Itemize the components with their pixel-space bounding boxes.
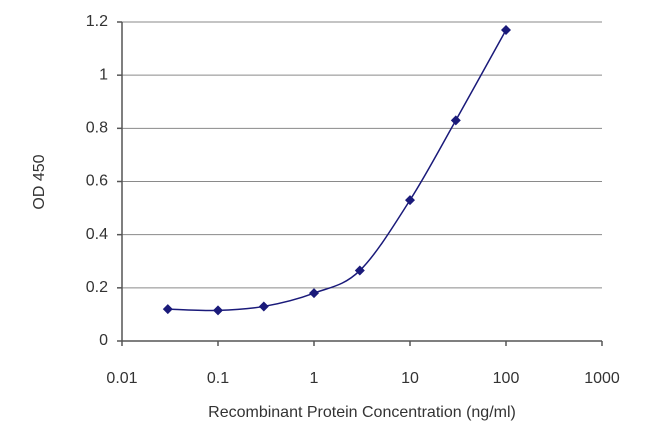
data-point xyxy=(405,195,415,206)
data-point xyxy=(258,301,269,312)
y-tick-label: 1 xyxy=(99,66,108,83)
y-tick-label: 1.2 xyxy=(86,13,108,30)
data-point xyxy=(213,305,223,316)
x-tick-label: 10 xyxy=(401,370,419,387)
x-tick-label: 100 xyxy=(493,370,520,387)
data-point xyxy=(162,304,173,315)
data-point xyxy=(450,115,461,126)
x-tick-label: 1000 xyxy=(584,370,620,387)
y-tick-label: 0.4 xyxy=(86,226,108,243)
data-point xyxy=(501,24,511,35)
y-tick-label: 0 xyxy=(99,332,108,349)
y-tick-label: 0.6 xyxy=(86,173,108,190)
data-point xyxy=(354,265,365,276)
y-tick-label: 0.2 xyxy=(86,279,108,296)
data-point xyxy=(309,288,319,299)
y-tick-label: 0.8 xyxy=(86,120,108,137)
x-tick-label: 0.01 xyxy=(106,370,137,387)
x-tick-label: 0.1 xyxy=(207,370,229,387)
series-line xyxy=(167,29,507,312)
x-tick-label: 1 xyxy=(310,370,319,387)
y-axis-label: OD 450 xyxy=(31,154,48,209)
x-axis-label: Recombinant Protein Concentration (ng/ml… xyxy=(208,404,516,421)
